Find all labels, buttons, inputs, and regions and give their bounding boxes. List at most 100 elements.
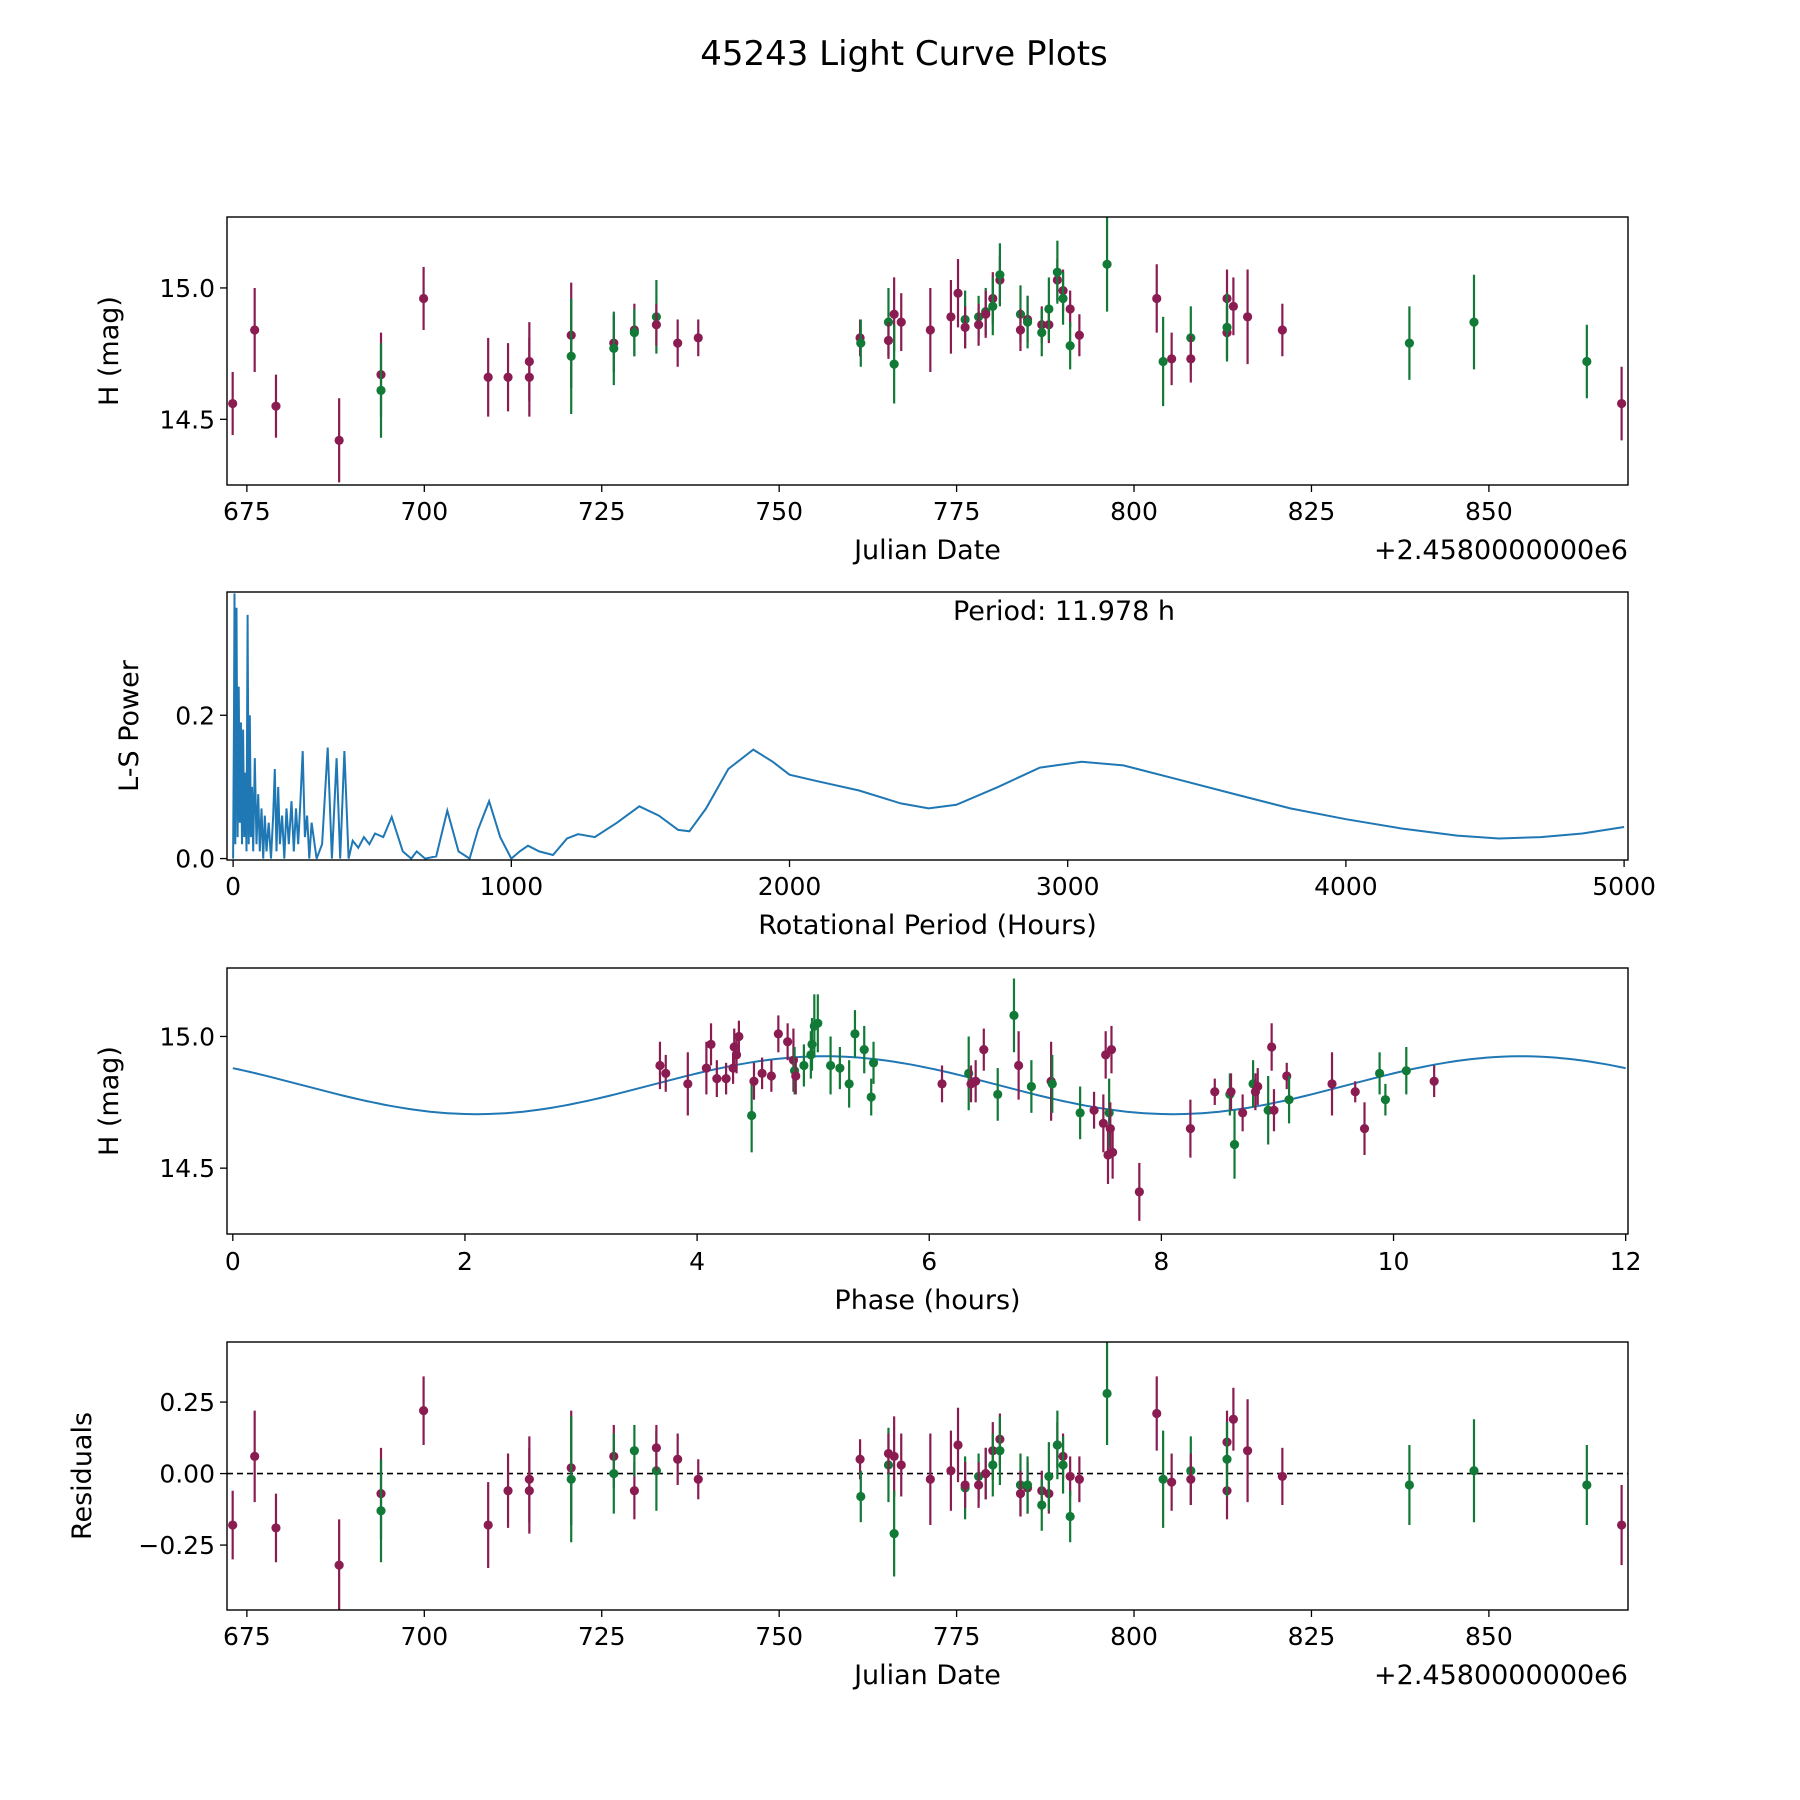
phase-point (783, 1037, 793, 1047)
x-axis-label: Rotational Period (Hours) (758, 910, 1097, 941)
data-point (1242, 312, 1253, 322)
x-tick-label: 850 (1465, 497, 1513, 526)
data-point (896, 317, 906, 327)
periodogram-curve (232, 593, 1625, 860)
phase-point (706, 1039, 716, 1049)
phase-point (1401, 1066, 1411, 1076)
data-point (953, 288, 963, 298)
x-tick-label: 6 (921, 1247, 937, 1276)
residual-point (228, 1520, 238, 1530)
residual-point (896, 1460, 906, 1470)
data-point (1052, 267, 1062, 277)
residual-point (271, 1523, 281, 1533)
residual-point (1074, 1474, 1084, 1484)
residual-point (856, 1491, 866, 1502)
x-tick-label: 700 (400, 497, 448, 526)
residuals-plot-area (227, 1342, 1628, 1610)
data-point (609, 343, 619, 353)
residual-point (1222, 1454, 1232, 1464)
phase-point (1269, 1105, 1279, 1115)
phase-point (712, 1074, 722, 1084)
data-point (1167, 354, 1177, 364)
phase-point (1104, 1108, 1114, 1118)
residual-point (1102, 1388, 1112, 1399)
phase-point (813, 1018, 823, 1028)
data-point (1102, 259, 1112, 269)
phase-point (1108, 1147, 1118, 1157)
data-point (1152, 293, 1162, 304)
phase-point (971, 1076, 981, 1086)
light-curve-axes-frame (226, 216, 1629, 486)
residual-point (1158, 1474, 1168, 1484)
x-axis-label: Julian Date (852, 535, 1001, 566)
residual-point (334, 1560, 344, 1570)
phase-point (1350, 1087, 1360, 1097)
residual-point (1015, 1488, 1026, 1499)
data-point (946, 312, 956, 322)
phase-point (1098, 1118, 1108, 1128)
data-point (1228, 301, 1238, 311)
data-point (925, 325, 935, 335)
data-point (995, 270, 1005, 280)
x-tick-label: 775 (933, 1622, 981, 1651)
x-tick-label: 4000 (1314, 872, 1378, 901)
phase-point (866, 1092, 876, 1102)
data-point (1044, 304, 1054, 314)
y-tick-label: 0.25 (159, 1388, 215, 1417)
data-point (503, 372, 513, 382)
phase-point (734, 1031, 744, 1042)
residual-point (981, 1468, 991, 1479)
y-tick-label: −0.25 (138, 1531, 215, 1560)
phase-point (1253, 1081, 1263, 1092)
y-axis-label: Residuals (67, 1412, 98, 1540)
phase-point (850, 1029, 860, 1039)
x-tick-label: 750 (755, 497, 803, 526)
x-tick-label: 800 (1110, 497, 1158, 526)
residual-point (250, 1451, 260, 1462)
x-tick-label: 1000 (480, 872, 544, 901)
x-tick-label: 675 (223, 497, 271, 526)
phase-point (993, 1089, 1003, 1100)
x-tick-label: 700 (400, 1622, 448, 1651)
x-tick-label: 725 (578, 1622, 626, 1651)
data-point (1617, 398, 1627, 409)
data-point (483, 372, 493, 382)
phase-point (937, 1079, 947, 1089)
phase-point (683, 1079, 693, 1089)
phase-point (1075, 1108, 1085, 1118)
phase-point (1210, 1087, 1220, 1097)
figure-title: 45243 Light Curve Plots (700, 34, 1108, 74)
x-tick-label: 2000 (758, 872, 822, 901)
x-tick-label: 0 (225, 1247, 241, 1276)
phase-point (1026, 1081, 1036, 1092)
x-tick-label: 4 (689, 1247, 705, 1276)
x-tick-label: 825 (1288, 497, 1336, 526)
residual-point (1052, 1440, 1062, 1450)
phase-point (731, 1050, 742, 1060)
residual-point (974, 1480, 984, 1490)
residual-point (629, 1486, 639, 1496)
x-tick-label: 10 (1378, 1247, 1410, 1276)
x-tick-label: 5000 (1592, 872, 1656, 901)
phase-point (799, 1060, 809, 1071)
phase-point (1267, 1042, 1277, 1052)
data-point (1065, 304, 1075, 314)
residual-point (693, 1474, 703, 1484)
data-point (960, 322, 970, 332)
residual-point (524, 1486, 534, 1496)
residual-point (1037, 1500, 1047, 1510)
y-tick-label: 14.5 (159, 405, 215, 434)
residual-point (953, 1440, 963, 1450)
data-point (376, 385, 386, 396)
residual-point (418, 1406, 429, 1416)
x-tick-label: 725 (578, 497, 626, 526)
residual-point (376, 1506, 386, 1516)
phase-point (766, 1071, 776, 1081)
data-point (418, 293, 429, 304)
residual-point (960, 1480, 970, 1490)
x-tick-label: 2 (457, 1247, 473, 1276)
periodogram-plot-area (232, 593, 1625, 860)
residual-point (566, 1474, 576, 1484)
y-tick-label: 15.0 (159, 274, 215, 303)
x-tick-label: 3000 (1036, 872, 1100, 901)
